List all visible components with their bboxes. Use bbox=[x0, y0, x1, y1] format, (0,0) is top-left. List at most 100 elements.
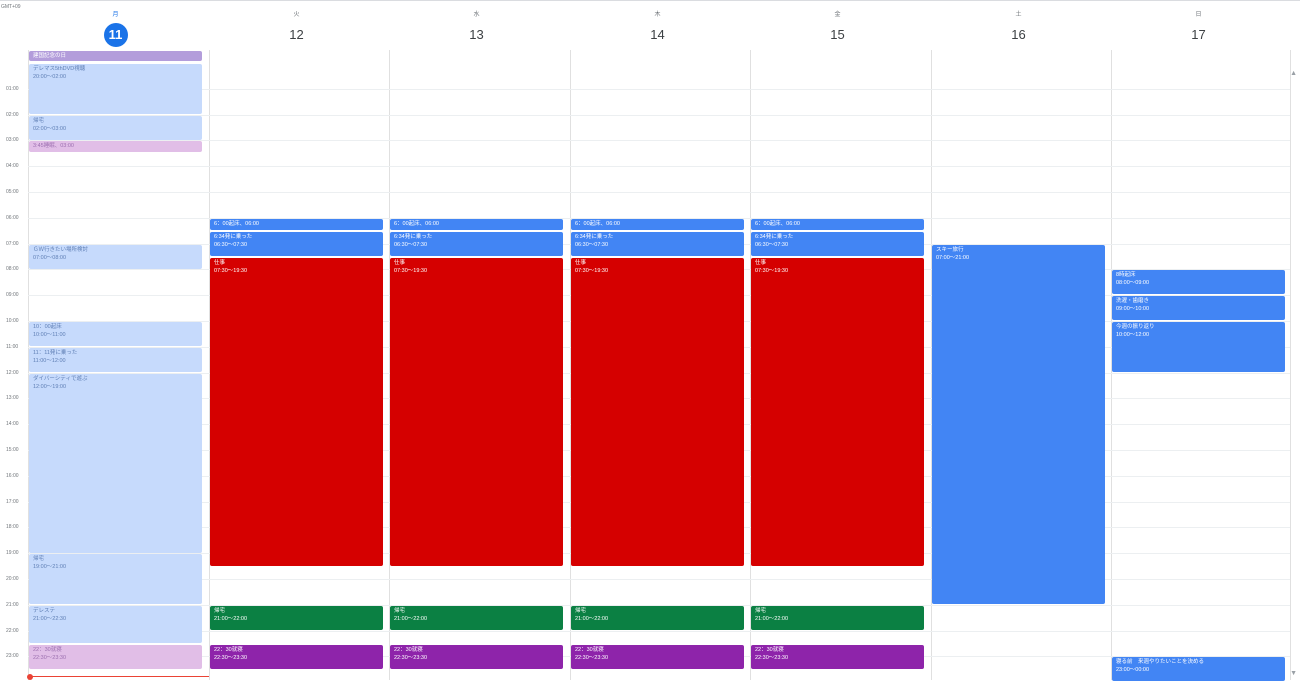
event-time: 07:00～08:00 bbox=[33, 254, 67, 261]
calendar-event[interactable]: 今週の振り返り 10:00～12:00 bbox=[1112, 322, 1285, 372]
day-header[interactable]: 月 11 bbox=[29, 0, 202, 50]
calendar-event[interactable]: 22：30就寝 22:30～23:30 bbox=[751, 645, 924, 669]
hour-gridline bbox=[28, 115, 1290, 116]
day-column-divider bbox=[750, 50, 751, 680]
calendar-event[interactable]: 仕事 07:30～19:30 bbox=[210, 258, 383, 566]
calendar-event[interactable]: 帰宅 21:00～22:00 bbox=[751, 606, 924, 630]
event-time: 21:00～22:00 bbox=[575, 615, 609, 622]
event-time: 23:00～00:00 bbox=[1116, 666, 1150, 673]
event-time: 07:30～19:30 bbox=[214, 267, 248, 274]
calendar-event[interactable]: 帰宅 02:00～03:00 bbox=[29, 116, 202, 140]
event-time: 06:30～07:30 bbox=[575, 241, 609, 248]
event-title: 帰宅 bbox=[394, 608, 406, 614]
calendar-event[interactable]: 仕事 07:30～19:30 bbox=[390, 258, 563, 566]
event-title: 仕事 bbox=[214, 260, 226, 266]
event-title: 22：30就寝 bbox=[755, 647, 784, 653]
calendar-event[interactable]: 6:34発に乗った 06:30～07:30 bbox=[751, 232, 924, 256]
day-header-date[interactable]: 14 bbox=[650, 27, 665, 42]
event-title: ダイバーシティで遊ぶ bbox=[33, 376, 88, 382]
event-time: 20:00～02:00 bbox=[33, 73, 67, 80]
hour-label: 14:00 bbox=[6, 421, 19, 427]
event-title: 3:45睡眠、03:00 bbox=[33, 143, 74, 149]
day-header-date[interactable]: 12 bbox=[289, 27, 304, 42]
calendar-event[interactable]: 6:34発に乗った 06:30～07:30 bbox=[390, 232, 563, 256]
calendar-event[interactable]: 帰宅 21:00～22:00 bbox=[571, 606, 744, 630]
event-title: 帰宅 bbox=[33, 118, 45, 124]
calendar-event[interactable]: デレステ 21:00～22:30 bbox=[29, 606, 202, 643]
calendar-event[interactable]: ＧＷ行きたい場所検討 07:00～08:00 bbox=[29, 245, 202, 269]
calendar-event[interactable]: 8時起床 08:00～09:00 bbox=[1112, 270, 1285, 294]
day-header[interactable]: 火 12 bbox=[210, 0, 383, 50]
hour-gridline bbox=[28, 192, 1290, 193]
event-title: 今週の振り返り bbox=[1116, 324, 1155, 330]
event-time: 12:00～19:00 bbox=[33, 383, 67, 390]
event-title: 10：00起床 bbox=[33, 324, 62, 330]
event-time: 10:00～12:00 bbox=[1116, 331, 1150, 338]
event-time: 22:30～23:30 bbox=[575, 654, 609, 661]
event-title: 22：30就寝 bbox=[575, 647, 604, 653]
calendar-event[interactable]: ダイバーシティで遊ぶ 12:00～19:00 bbox=[29, 374, 202, 553]
hour-label: 22:00 bbox=[6, 628, 19, 634]
calendar-event[interactable]: 帰宅 21:00～22:00 bbox=[390, 606, 563, 630]
current-time-dot bbox=[27, 674, 33, 680]
event-title: デレマス5thDVD視聴 bbox=[33, 66, 86, 72]
day-column-divider bbox=[570, 50, 571, 680]
calendar-event[interactable]: 11：11発に乗った 11:00～12:00 bbox=[29, 348, 202, 372]
hour-label: 13:00 bbox=[6, 395, 19, 401]
day-header[interactable]: 日 17 bbox=[1112, 0, 1285, 50]
calendar-event[interactable]: 仕事 07:30～19:30 bbox=[751, 258, 924, 566]
hour-label: 11:00 bbox=[6, 344, 19, 350]
calendar-event[interactable]: 洗濯・歯磨き 09:00～10:00 bbox=[1112, 296, 1285, 320]
day-header[interactable]: 土 16 bbox=[932, 0, 1105, 50]
hour-label: 09:00 bbox=[6, 292, 19, 298]
hour-gridline bbox=[28, 166, 1290, 167]
calendar-event[interactable]: 寝る前 来週やりたいことを決める 23:00～00:00 bbox=[1112, 657, 1285, 681]
event-title: 6：00起床、06:00 bbox=[575, 221, 620, 227]
event-title: 22：30就寝 bbox=[394, 647, 423, 653]
day-header-date[interactable]: 13 bbox=[469, 27, 484, 42]
event-title: 11：11発に乗った bbox=[33, 350, 78, 356]
day-header[interactable]: 木 14 bbox=[571, 0, 744, 50]
calendar-event[interactable]: スキー旅行 07:00～21:00 bbox=[932, 245, 1105, 604]
calendar-event[interactable]: 3:45睡眠、03:00 bbox=[29, 141, 202, 152]
day-column-divider bbox=[1290, 50, 1291, 680]
day-header[interactable]: 金 15 bbox=[751, 0, 924, 50]
hour-label: 08:00 bbox=[6, 266, 19, 272]
day-header-date[interactable]: 17 bbox=[1191, 27, 1206, 42]
all-day-event[interactable]: 建国記念の日 bbox=[29, 51, 202, 61]
day-header-date[interactable]: 15 bbox=[830, 27, 845, 42]
calendar-event[interactable]: 帰宅 21:00～22:00 bbox=[210, 606, 383, 630]
calendar-event[interactable]: 6：00起床、06:00 bbox=[751, 219, 924, 230]
calendar-event[interactable]: 帰宅 19:00～21:00 bbox=[29, 554, 202, 604]
calendar-event[interactable]: 6：00起床、06:00 bbox=[210, 219, 383, 230]
event-time: 07:30～19:30 bbox=[755, 267, 789, 274]
event-title: 洗濯・歯磨き bbox=[1116, 298, 1150, 304]
event-time: 22:30～23:30 bbox=[394, 654, 428, 661]
top-border bbox=[0, 0, 1300, 1]
calendar-event[interactable]: 6:34発に乗った 06:30～07:30 bbox=[571, 232, 744, 256]
day-header-date[interactable]: 11 bbox=[103, 23, 128, 47]
calendar-event[interactable]: 10：00起床 10:00～11:00 bbox=[29, 322, 202, 346]
day-header-date[interactable]: 16 bbox=[1011, 27, 1026, 42]
day-column-divider bbox=[389, 50, 390, 680]
calendar-event[interactable]: デレマス5thDVD視聴 20:00～02:00 bbox=[29, 64, 202, 114]
event-title: 寝る前 来週やりたいことを決める bbox=[1116, 659, 1205, 665]
event-title: 帰宅 bbox=[575, 608, 587, 614]
calendar-event[interactable]: 仕事 07:30～19:30 bbox=[571, 258, 744, 566]
scroll-down-arrow-icon[interactable]: ▼ bbox=[1290, 670, 1297, 677]
hour-label: 15:00 bbox=[6, 447, 19, 453]
calendar-event[interactable]: 22：30就寝 22:30～23:30 bbox=[29, 645, 202, 669]
calendar-event[interactable]: 6:34発に乗った 06:30～07:30 bbox=[210, 232, 383, 256]
day-header[interactable]: 水 13 bbox=[390, 0, 563, 50]
calendar-event[interactable]: 22：30就寝 22:30～23:30 bbox=[390, 645, 563, 669]
event-time: 21:00～22:00 bbox=[214, 615, 248, 622]
day-header-weekday: 土 bbox=[1015, 12, 1022, 18]
event-time: 06:30～07:30 bbox=[394, 241, 428, 248]
calendar-event[interactable]: 6：00起床、06:00 bbox=[390, 219, 563, 230]
calendar-event[interactable]: 6：00起床、06:00 bbox=[571, 219, 744, 230]
hour-label: 12:00 bbox=[6, 370, 19, 376]
calendar-event[interactable]: 22：30就寝 22:30～23:30 bbox=[210, 645, 383, 669]
calendar-event[interactable]: 22：30就寝 22:30～23:30 bbox=[571, 645, 744, 669]
day-header-weekday: 水 bbox=[473, 12, 480, 18]
scroll-up-arrow-icon[interactable]: ▲ bbox=[1290, 70, 1297, 77]
